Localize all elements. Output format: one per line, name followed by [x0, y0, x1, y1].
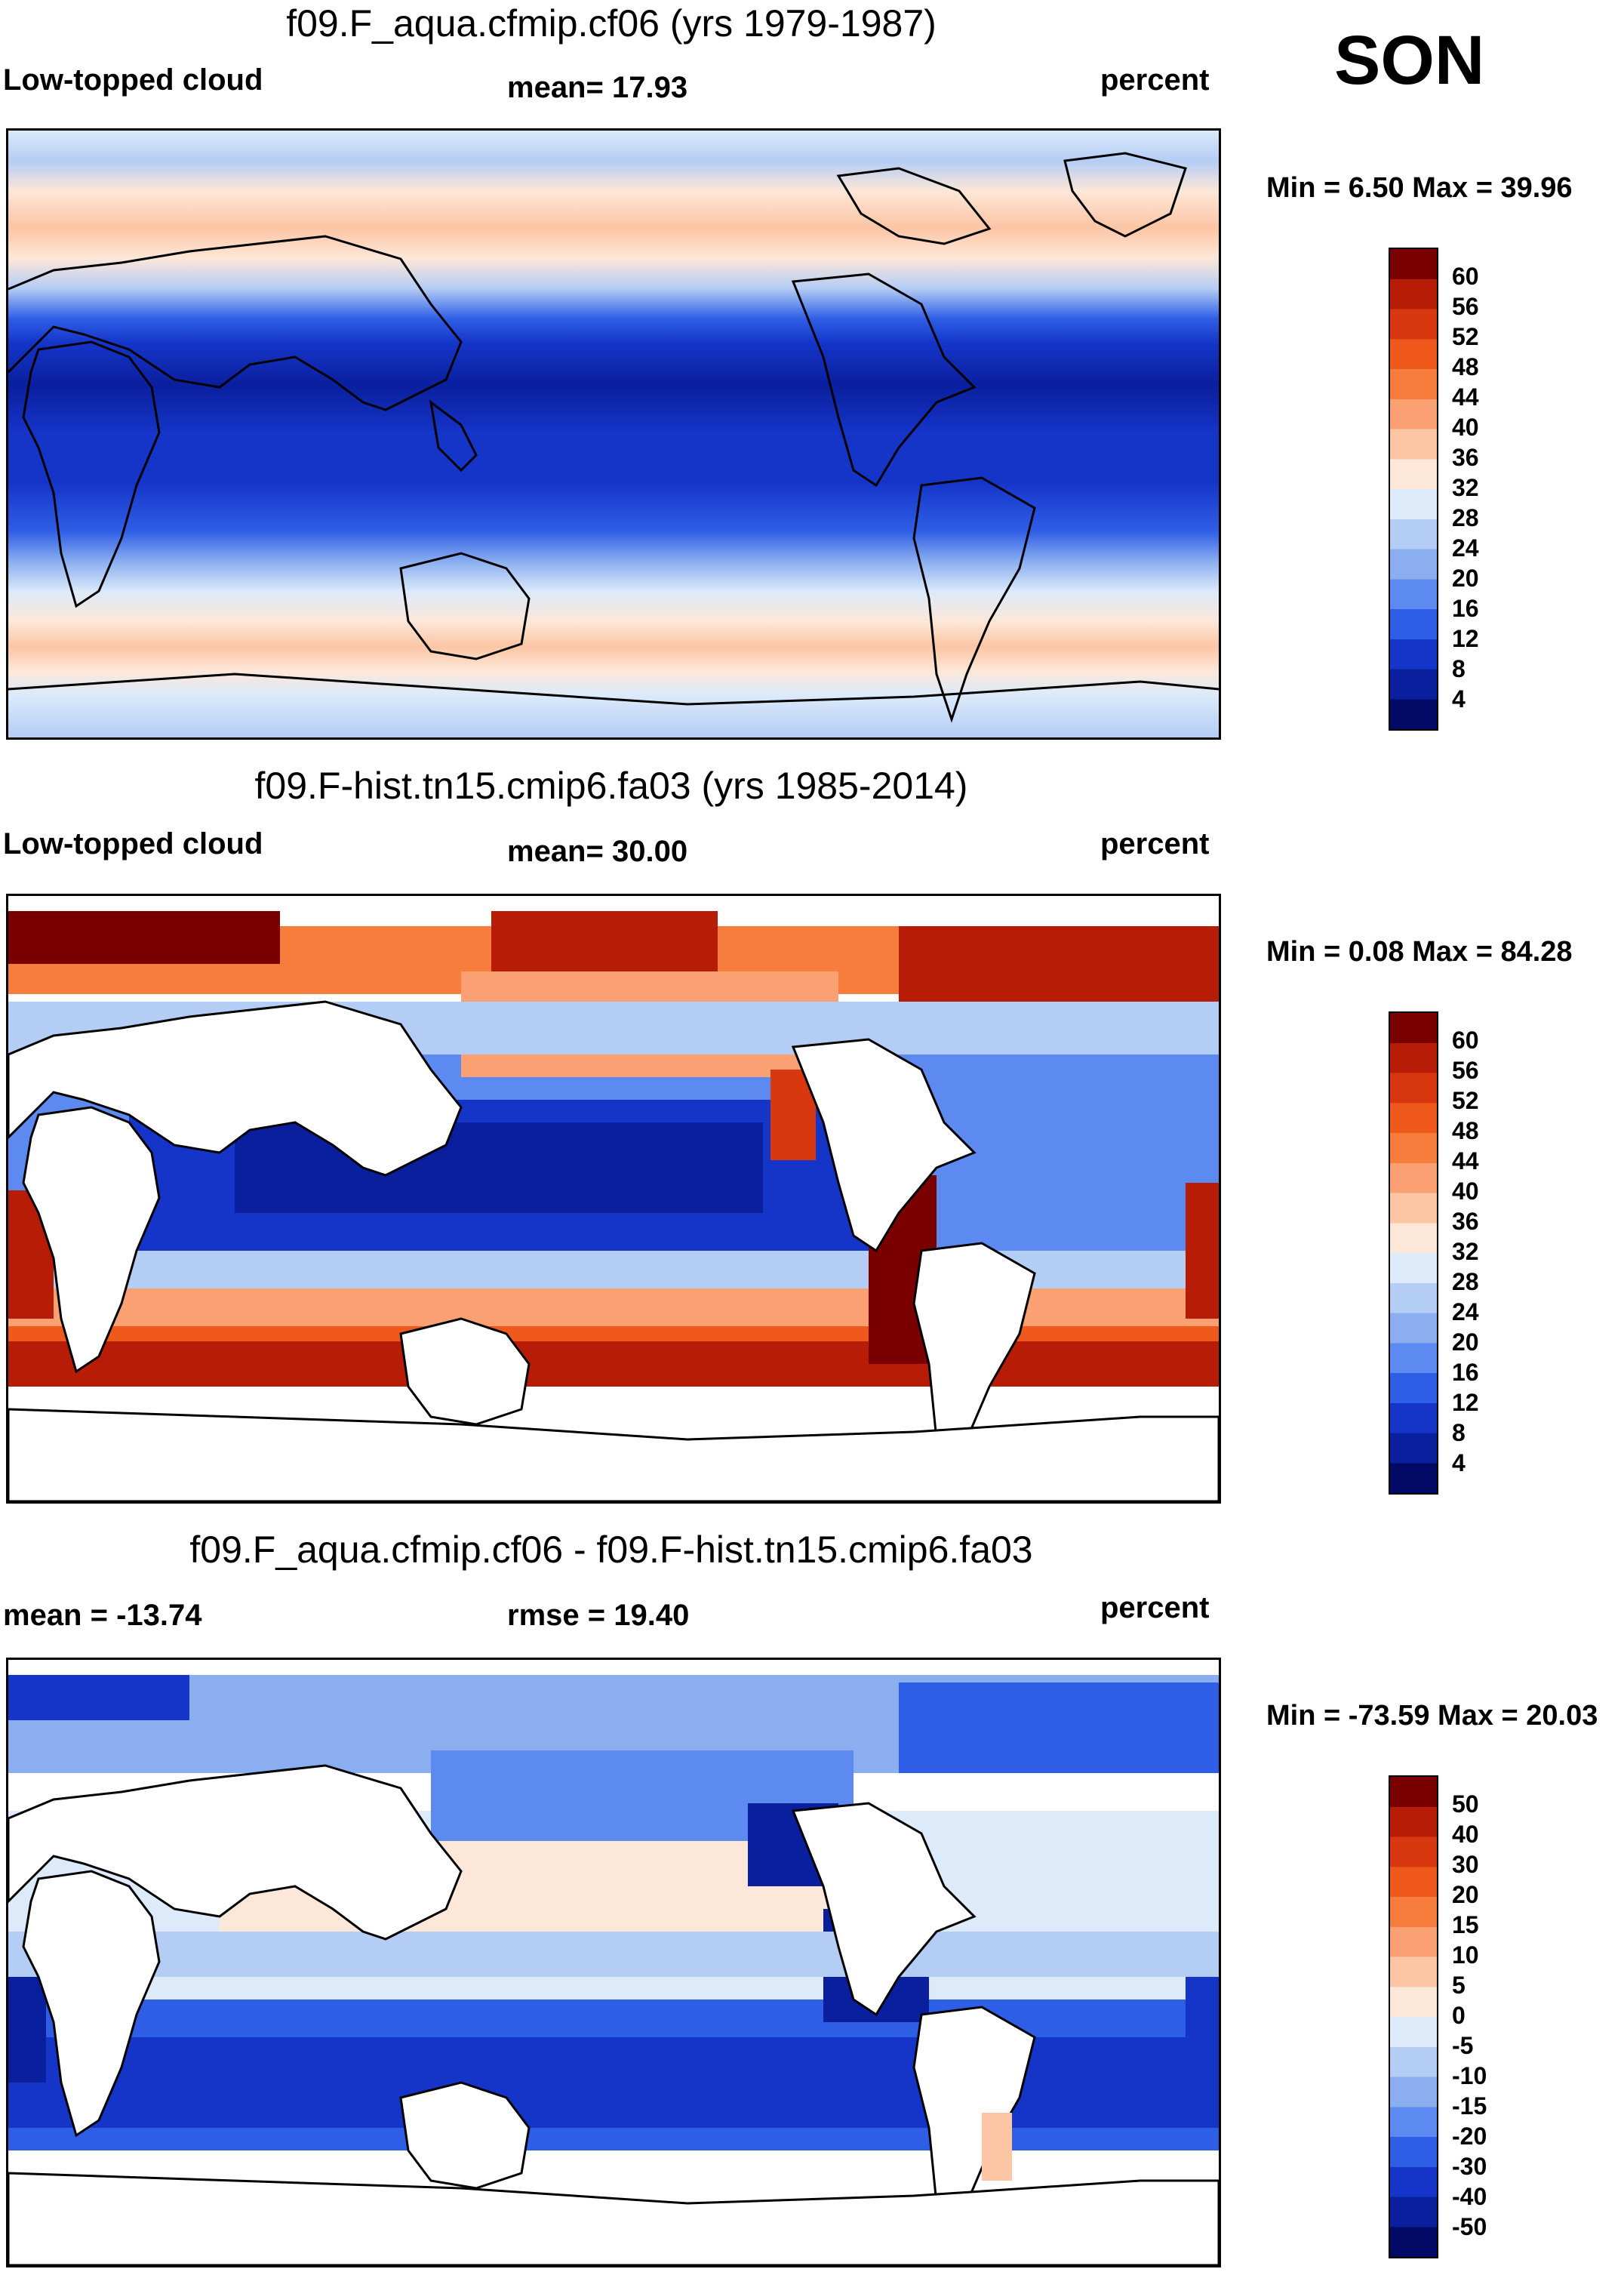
- panel3-rmse: rmse = 19.40: [507, 1599, 690, 1632]
- panel3-cbar-tick: 20: [1452, 1881, 1479, 1908]
- panel3-cbar-tick: 0: [1452, 2002, 1466, 2029]
- panel2-cbar-tick: 40: [1452, 1178, 1479, 1205]
- panel2-cbar-tick: 12: [1452, 1389, 1479, 1416]
- panel1-minmax: Min = 6.50 Max = 39.96: [1266, 172, 1573, 204]
- panel2-minmax: Min = 0.08 Max = 84.28: [1266, 936, 1573, 968]
- panel3-colorbar-swatch: [1389, 1775, 1438, 2258]
- panel1-map: [6, 128, 1221, 740]
- panel2-units: percent: [1100, 827, 1210, 860]
- panel1-variable: Low-topped cloud: [3, 63, 263, 97]
- panel2-cbar-tick: 32: [1452, 1238, 1479, 1265]
- panel1-cbar-tick: 28: [1452, 504, 1479, 531]
- panel1-map-svg: [8, 131, 1219, 737]
- panel3-units: percent: [1100, 1591, 1210, 1624]
- panel3-cbar-tick: -20: [1452, 2123, 1487, 2150]
- panel2-cbar-tick: 4: [1452, 1449, 1466, 1476]
- panel2-cbar-tick: 52: [1452, 1087, 1479, 1114]
- panel1-cbar-tick: 8: [1452, 655, 1466, 682]
- panel3-cbar-tick: -15: [1452, 2092, 1487, 2120]
- panel1-cbar-tick: 32: [1452, 474, 1479, 501]
- panel3-cbar-tick: -50: [1452, 2213, 1487, 2240]
- panel1-cbar-tick: 44: [1452, 383, 1479, 411]
- panel3-cbar-tick: -5: [1452, 2032, 1474, 2059]
- panel2-cbar-tick: 16: [1452, 1359, 1479, 1386]
- panel3-minmax: Min = -73.59 Max = 20.03: [1266, 1700, 1598, 1732]
- panel2-colorbar-swatch: [1389, 1011, 1438, 1495]
- panel3-cbar-tick: -40: [1452, 2183, 1487, 2210]
- panel3-cbar-tick: 10: [1452, 1941, 1479, 1969]
- panel3-mean: mean = -13.74: [3, 1599, 202, 1632]
- panel3-map: [6, 1658, 1221, 2267]
- panel3-cbar-tick: 30: [1452, 1851, 1479, 1878]
- panel2-cbar-tick: 20: [1452, 1328, 1479, 1356]
- season-label: SON: [1334, 22, 1485, 99]
- panel1-cbar-tick: 56: [1452, 293, 1479, 320]
- panel1-colorbar-swatch: [1389, 248, 1438, 731]
- panel2-cbar-tick: 56: [1452, 1057, 1479, 1084]
- panel1-cbar-tick: 52: [1452, 323, 1479, 350]
- panel3-cbar-tick: -10: [1452, 2062, 1487, 2089]
- panel1-cbar-tick: 60: [1452, 263, 1479, 290]
- panel3-land: [8, 1764, 1219, 2265]
- panel3-map-svg: [8, 1660, 1219, 2265]
- panel2-mean: mean= 30.00: [507, 835, 688, 868]
- panel1-units: percent: [1100, 63, 1210, 97]
- panel3-cbar-tick: -30: [1452, 2153, 1487, 2180]
- panel1-cbar-tick: 40: [1452, 414, 1479, 441]
- panel2-map: [6, 894, 1221, 1504]
- panel1-coastlines: [8, 152, 1219, 723]
- panel2-cbar-tick: 44: [1452, 1147, 1479, 1174]
- panel2-land: [8, 1000, 1219, 1501]
- panel1-cbar-tick: 48: [1452, 353, 1479, 380]
- panel1-cbar-tick: 36: [1452, 444, 1479, 471]
- panel1-title: f09.F_aqua.cfmip.cf06 (yrs 1979-1987): [286, 2, 937, 45]
- panel1-cbar-tick: 4: [1452, 685, 1466, 713]
- panel1-cbar-tick: 20: [1452, 565, 1479, 592]
- panel2-cbar-tick: 28: [1452, 1268, 1479, 1295]
- panel2-cbar-tick: 8: [1452, 1419, 1466, 1446]
- panel3-cbar-tick: 15: [1452, 1911, 1479, 1938]
- panel3-title: f09.F_aqua.cfmip.cf06 - f09.F-hist.tn15.…: [189, 1529, 1033, 1571]
- panel1-cbar-tick: 12: [1452, 625, 1479, 652]
- panel2-cbar-tick: 36: [1452, 1208, 1479, 1235]
- panel3-cbar-tick: 50: [1452, 1790, 1479, 1818]
- panel2-map-svg: [8, 896, 1219, 1501]
- panel1-cbar-tick: 24: [1452, 534, 1479, 562]
- panel2-cbar-tick: 48: [1452, 1117, 1479, 1144]
- panel2-cbar-tick: 60: [1452, 1027, 1479, 1054]
- panel2-variable: Low-topped cloud: [3, 827, 263, 860]
- panel1-cbar-tick: 16: [1452, 595, 1479, 622]
- panel2-cbar-tick: 24: [1452, 1298, 1479, 1325]
- panel2-title: f09.F-hist.tn15.cmip6.fa03 (yrs 1985-201…: [254, 765, 968, 807]
- panel3-cbar-tick: 5: [1452, 1972, 1466, 1999]
- panel3-cbar-tick: 40: [1452, 1821, 1479, 1848]
- panel1-mean: mean= 17.93: [507, 71, 688, 104]
